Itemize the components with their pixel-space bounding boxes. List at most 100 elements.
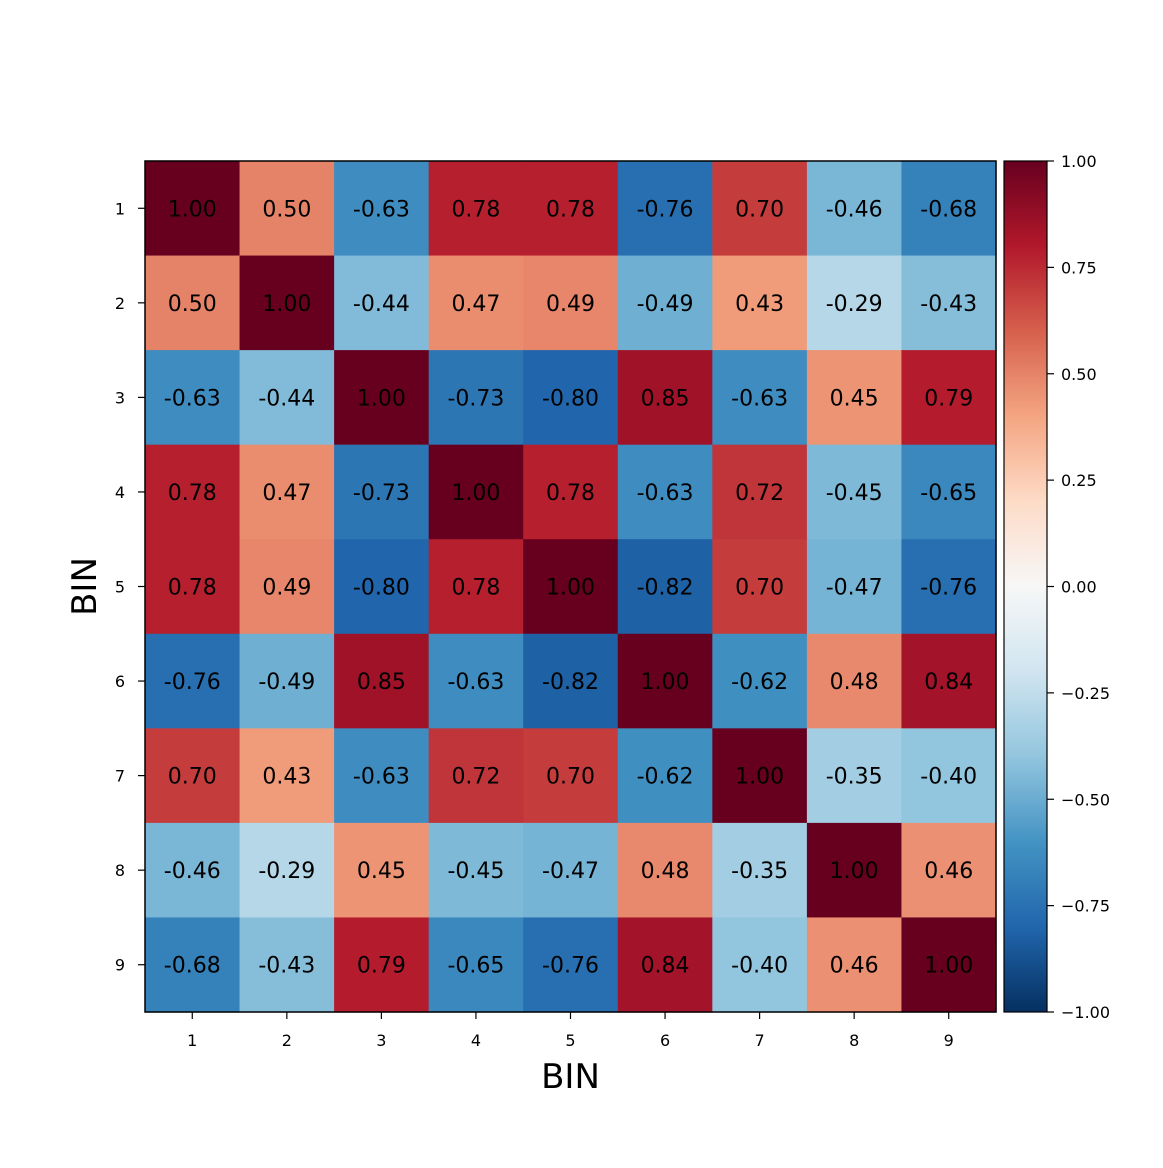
cell-value-label-r9-c8: 0.46 (830, 954, 879, 979)
heatmap-cell-r2-c5 (523, 255, 619, 351)
heatmap-cell-r2-c4 (428, 255, 524, 351)
colorbar-tick-label-6: −0.50 (1061, 790, 1110, 809)
x-axis-title: BIN (541, 1057, 600, 1097)
heatmap-cell-r3-c6 (617, 350, 713, 446)
heatmap-cell-r3-c1 (145, 350, 241, 446)
heatmap-cell-r6-c8 (806, 633, 903, 729)
colorbar-tick-label-8: −1.00 (1061, 1003, 1110, 1022)
heatmap-cell-r2-c9 (901, 255, 997, 351)
heatmap-cell-r3-c9 (901, 350, 997, 446)
cell-value-label-r9-c5: -0.76 (542, 954, 599, 979)
colorbar-tick-label-4: 0.00 (1061, 578, 1097, 597)
heatmap-cell-r1-c3 (334, 161, 430, 257)
cell-value-label-r5-c4: 0.78 (451, 576, 500, 601)
cell-value-label-r4-c4: 1.00 (451, 481, 500, 506)
heatmap-cell-r4-c2 (239, 444, 335, 540)
cell-value-label-r4-c1: 0.78 (168, 481, 217, 506)
heatmap-cell-r8-c1 (145, 822, 241, 919)
cell-value-label-r9-c4: -0.65 (447, 954, 504, 979)
heatmap-cell-r7-c4 (428, 728, 524, 824)
cell-value-label-r2-c9: -0.43 (920, 292, 977, 317)
x-tick-label-8: 8 (849, 1031, 859, 1050)
heatmap-cell-r2-c3 (334, 255, 430, 351)
cell-value-label-r8-c7: -0.35 (731, 859, 788, 884)
y-tick-label-1: 1 (115, 199, 125, 218)
cell-value-label-r4-c5: 0.78 (546, 481, 595, 506)
cell-value-label-r5-c7: 0.70 (735, 576, 784, 601)
cell-value-label-r6-c2: -0.49 (258, 670, 315, 695)
heatmap-cell-r6-c7 (712, 633, 808, 729)
cell-value-label-r2-c6: -0.49 (637, 292, 694, 317)
cell-value-label-r6-c4: -0.63 (447, 670, 504, 695)
colorbar-tick-label-7: −0.75 (1061, 897, 1110, 916)
cell-value-label-r5-c5: 1.00 (546, 576, 595, 601)
y-tick-label-9: 9 (115, 956, 125, 975)
cell-value-label-r1-c9: -0.68 (920, 197, 977, 222)
cell-value-label-r7-c9: -0.40 (920, 765, 977, 790)
heatmap-cell-r3-c5 (523, 350, 619, 446)
heatmap-cell-r6-c3 (334, 633, 430, 729)
heatmap-cell-r5-c2 (239, 539, 335, 635)
heatmap-cell-r6-c2 (239, 633, 335, 729)
cell-value-label-r1-c7: 0.70 (735, 197, 784, 222)
heatmap-cell-r1-c5 (523, 161, 619, 257)
heatmap-cell-r2-c1 (145, 255, 241, 351)
heatmap-cell-r1-c7 (712, 161, 808, 257)
heatmap-cell-r1-c4 (428, 161, 524, 257)
y-tick-label-8: 8 (115, 861, 125, 880)
cell-value-label-r4-c2: 0.47 (262, 481, 311, 506)
cell-value-label-r7-c2: 0.43 (262, 765, 311, 790)
cell-value-label-r1-c4: 0.78 (451, 197, 500, 222)
heatmap-cell-r7-c7 (712, 728, 808, 824)
y-tick-label-5: 5 (115, 578, 125, 597)
cell-value-label-r4-c7: 0.72 (735, 481, 784, 506)
colorbar (1003, 160, 1048, 1013)
y-tick-label-4: 4 (115, 483, 125, 502)
heatmap-cell-r4-c1 (145, 444, 241, 540)
y-axis-ticks: 1 2 3 4 5 6 7 8 9 (115, 199, 145, 975)
cell-value-label-r1-c5: 0.78 (546, 197, 595, 222)
heatmap-cell-r6-c6 (617, 633, 713, 729)
cell-value-label-r1-c3: -0.63 (353, 197, 410, 222)
colorbar-tick-label-5: −0.25 (1061, 684, 1110, 703)
heatmap-cell-r5-c9 (901, 539, 997, 635)
heatmap-cell-r6-c9 (901, 633, 997, 729)
cell-value-label-r2-c3: -0.44 (353, 292, 410, 317)
heatmap-cell-labels: 1.00 0.50 -0.63 0.78 0.78 -0.76 0.70 -0.46 -0.68… (164, 197, 977, 978)
heatmap-cell-r5-c1 (145, 539, 241, 635)
heatmap-cell-r4-c5 (523, 444, 619, 540)
cell-value-label-r7-c8: -0.35 (826, 765, 883, 790)
heatmap-cell-r2-c6 (617, 255, 713, 351)
heatmap-cell-r5-c3 (334, 539, 430, 635)
heatmap-cell-r9-c4 (428, 917, 524, 1013)
heatmap-cell-r8-c2 (239, 822, 335, 919)
x-axis-ticks: 1 2 3 4 5 6 7 8 9 (187, 1012, 954, 1050)
colorbar-tick-label-2: 0.50 (1061, 365, 1097, 384)
x-tick-label-2: 2 (282, 1031, 292, 1050)
heatmap-cell-r5-c7 (712, 539, 808, 635)
heatmap-cells (145, 161, 997, 1013)
cell-value-label-r1-c8: -0.46 (826, 197, 883, 222)
heatmap-cell-r1-c9 (901, 161, 997, 257)
heatmap-cell-r9-c3 (334, 917, 430, 1013)
heatmap-cell-r8-c6 (617, 822, 713, 919)
cell-value-label-r9-c9: 1.00 (924, 954, 973, 979)
heatmap-cell-r8-c3 (334, 822, 430, 919)
cell-value-label-r2-c5: 0.49 (546, 292, 595, 317)
colorbar-ticks: 1.00 0.75 0.50 0.25 0.00 −0.25 −0.50 −0.75 −1.00 (1047, 152, 1110, 1022)
cell-value-label-r7-c6: -0.62 (637, 765, 694, 790)
heatmap-cell-r5-c6 (617, 539, 713, 635)
heatmap-cell-r5-c4 (428, 539, 524, 635)
heatmap-cell-r7-c1 (145, 728, 241, 824)
heatmap-cell-r8-c9 (901, 822, 997, 919)
cell-value-label-r2-c2: 1.00 (262, 292, 311, 317)
cell-value-label-r9-c6: 0.84 (641, 954, 690, 979)
heatmap-cell-r3-c2 (239, 350, 335, 446)
heatmap-cell-r7-c3 (334, 728, 430, 824)
cell-value-label-r2-c8: -0.29 (826, 292, 883, 317)
cell-value-label-r8-c6: 0.48 (641, 859, 690, 884)
cell-value-label-r5-c8: -0.47 (826, 576, 883, 601)
heatmap-cell-r5-c5 (523, 539, 619, 635)
x-tick-label-4: 4 (471, 1031, 481, 1050)
cell-value-label-r8-c2: -0.29 (258, 859, 315, 884)
